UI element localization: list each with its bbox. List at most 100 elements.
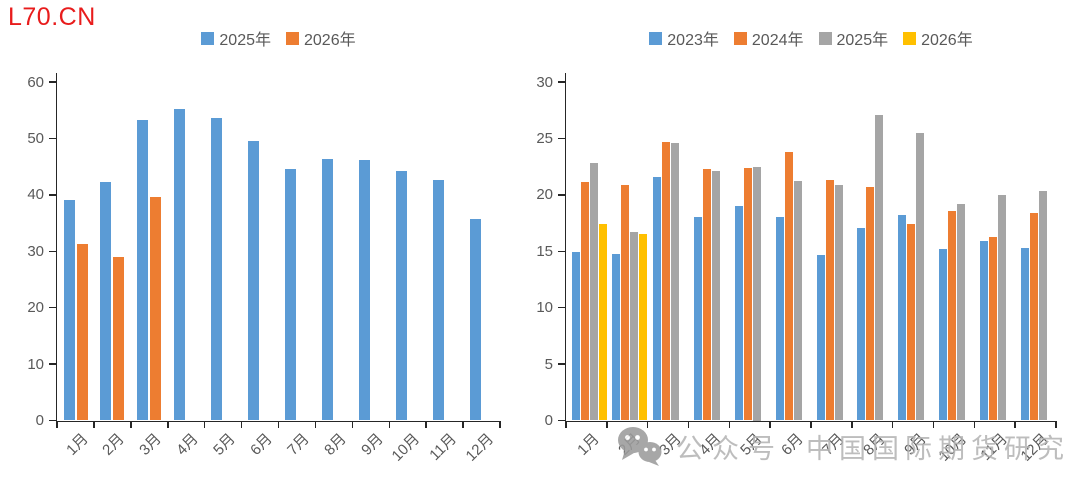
bar-2025年-11月: [432, 180, 444, 421]
page-code: L70.CN: [8, 3, 96, 31]
bar-2025年-3月: [137, 119, 149, 421]
y-tick: [558, 250, 565, 252]
legend-swatch-blue-icon: [649, 31, 663, 45]
x-tick-label: 8月: [321, 429, 350, 459]
bar-2025年-9月: [358, 160, 370, 421]
y-tick: [49, 306, 56, 309]
bar-2024年-7月: [825, 180, 834, 421]
x-tick-label: 3月: [136, 429, 166, 459]
x-tick: [1014, 420, 1016, 428]
legend-item-2025年: 2025年: [818, 26, 888, 50]
bar-2025年-9月: [916, 132, 925, 421]
bar-2025年-7月: [834, 184, 843, 421]
bar-2025年-5月: [211, 118, 223, 421]
legend-item-2025年: 2025年: [201, 26, 271, 50]
x-tick-label: 6月: [778, 429, 807, 459]
x-tick: [130, 420, 132, 428]
bar-2025年-2月: [100, 182, 112, 421]
x-tick: [351, 420, 354, 428]
bar-2023年-9月: [898, 215, 907, 421]
y-tick: [49, 250, 56, 252]
y-tick: [558, 419, 565, 422]
bar-2023年-4月: [694, 217, 702, 421]
bar-2025年-1月: [63, 200, 75, 421]
y-tick-label: 30: [27, 242, 44, 260]
x-tick: [606, 420, 608, 428]
y-tick: [558, 363, 565, 365]
legend-label: 2026年: [304, 32, 356, 49]
y-tick: [49, 363, 56, 365]
x-tick-label: 8月: [859, 429, 889, 459]
x-tick-label: 9月: [358, 429, 387, 459]
y-tick-label: 20: [536, 186, 553, 204]
y-tick-label: 60: [27, 73, 44, 91]
bar-2024年-5月: [743, 167, 752, 421]
x-tick: [810, 420, 812, 428]
bar-2024年-10月: [948, 210, 956, 421]
x-tick: [314, 420, 317, 428]
bar-2025年-4月: [712, 171, 720, 421]
legend-label: 2026年: [921, 32, 973, 49]
bar-2024年-8月: [866, 186, 875, 421]
bar-2024年-6月: [784, 151, 793, 421]
y-tick: [49, 419, 56, 422]
y-axis: [564, 73, 566, 422]
bar-2023年-12月: [1020, 247, 1029, 421]
x-tick: [1055, 420, 1057, 428]
bar-2024年-11月: [988, 236, 997, 421]
x-tick-label: 7月: [819, 429, 848, 459]
x-tick: [891, 420, 894, 428]
bar-2024年-1月: [580, 182, 589, 421]
x-tick-label: 2月: [99, 429, 129, 459]
bar-2025年-6月: [248, 140, 260, 421]
bar-2026年-2月: [639, 234, 648, 421]
legend-swatch-orange-icon: [733, 31, 747, 45]
bar-2024年-4月: [703, 168, 711, 421]
watermark-label: 公众号: [676, 433, 784, 464]
bar-2026年-1月: [598, 224, 607, 421]
bar-2026年-2月: [113, 257, 125, 421]
x-tick: [93, 420, 95, 428]
y-tick-label: 0: [544, 412, 553, 429]
bar-2025年-5月: [752, 166, 761, 421]
bar-2023年-8月: [857, 227, 866, 421]
y-tick: [558, 194, 565, 196]
x-tick-label: 3月: [655, 429, 685, 459]
x-tick: [425, 420, 427, 428]
bar-2025年-8月: [321, 158, 333, 421]
legend-right: 2023年 2024年 2025年 2026年: [566, 27, 1056, 49]
y-tick-label: 5: [544, 355, 553, 373]
bar-2023年-10月: [939, 248, 947, 421]
x-tick-label: 9月: [900, 429, 930, 459]
x-tick: [462, 420, 464, 428]
bar-2023年-7月: [816, 254, 825, 421]
x-tick: [240, 420, 243, 428]
bar-2025年-10月: [395, 170, 407, 421]
x-tick-label: 2月: [614, 429, 644, 459]
bar-2023年-11月: [979, 241, 988, 421]
y-tick-label: 40: [27, 186, 44, 204]
legend-label: 2023年: [667, 32, 719, 49]
x-tick: [687, 420, 690, 428]
y-tick-label: 0: [35, 412, 44, 429]
x-tick: [973, 420, 976, 428]
x-tick-label: 7月: [284, 429, 313, 459]
x-tick-label: 5月: [210, 429, 239, 459]
bar-2023年-3月: [653, 176, 662, 421]
x-tick-label: 1月: [62, 429, 92, 459]
y-tick-label: 20: [27, 299, 44, 317]
bar-2025年-2月: [630, 232, 639, 421]
bar-2026年-3月: [150, 197, 162, 421]
bar-2023年-6月: [775, 217, 784, 421]
x-tick-label: 4月: [696, 429, 726, 459]
legend-label: 2025年: [219, 32, 271, 49]
bar-2025年-10月: [957, 203, 965, 421]
x-tick-label: 12月: [462, 429, 498, 465]
x-tick: [388, 420, 390, 428]
bar-2024年-2月: [621, 184, 630, 421]
x-tick: [728, 420, 731, 428]
x-tick-label: 5月: [737, 429, 766, 459]
x-tick: [851, 420, 853, 428]
x-tick: [499, 420, 501, 428]
